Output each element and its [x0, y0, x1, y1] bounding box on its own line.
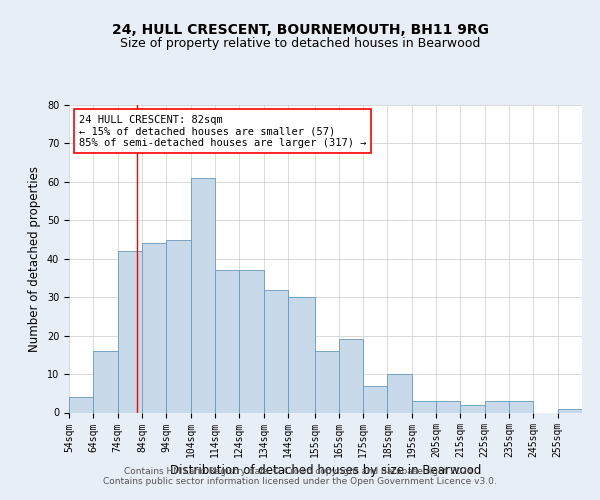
Bar: [118, 251, 142, 412]
Bar: [94, 351, 118, 412]
Bar: [388, 374, 412, 412]
Bar: [166, 240, 191, 412]
Text: 24 HULL CRESCENT: 82sqm
← 15% of detached houses are smaller (57)
85% of semi-de: 24 HULL CRESCENT: 82sqm ← 15% of detache…: [79, 114, 366, 148]
Bar: [509, 401, 533, 412]
Bar: [191, 178, 215, 412]
Text: Contains HM Land Registry data © Crown copyright and database right 2024.: Contains HM Land Registry data © Crown c…: [124, 467, 476, 476]
Bar: [460, 405, 485, 412]
Y-axis label: Number of detached properties: Number of detached properties: [28, 166, 41, 352]
Text: Size of property relative to detached houses in Bearwood: Size of property relative to detached ho…: [120, 38, 480, 51]
Bar: [363, 386, 388, 412]
X-axis label: Distribution of detached houses by size in Bearwood: Distribution of detached houses by size …: [170, 464, 481, 477]
Bar: [485, 401, 509, 412]
Bar: [339, 340, 363, 412]
Bar: [412, 401, 436, 412]
Bar: [263, 290, 288, 412]
Text: 24, HULL CRESCENT, BOURNEMOUTH, BH11 9RG: 24, HULL CRESCENT, BOURNEMOUTH, BH11 9RG: [112, 22, 488, 36]
Bar: [215, 270, 239, 412]
Bar: [436, 401, 460, 412]
Text: Contains public sector information licensed under the Open Government Licence v3: Contains public sector information licen…: [103, 477, 497, 486]
Bar: [557, 408, 582, 412]
Bar: [142, 244, 166, 412]
Bar: [239, 270, 263, 412]
Bar: [314, 351, 339, 412]
Bar: [69, 397, 94, 412]
Bar: [288, 297, 314, 412]
